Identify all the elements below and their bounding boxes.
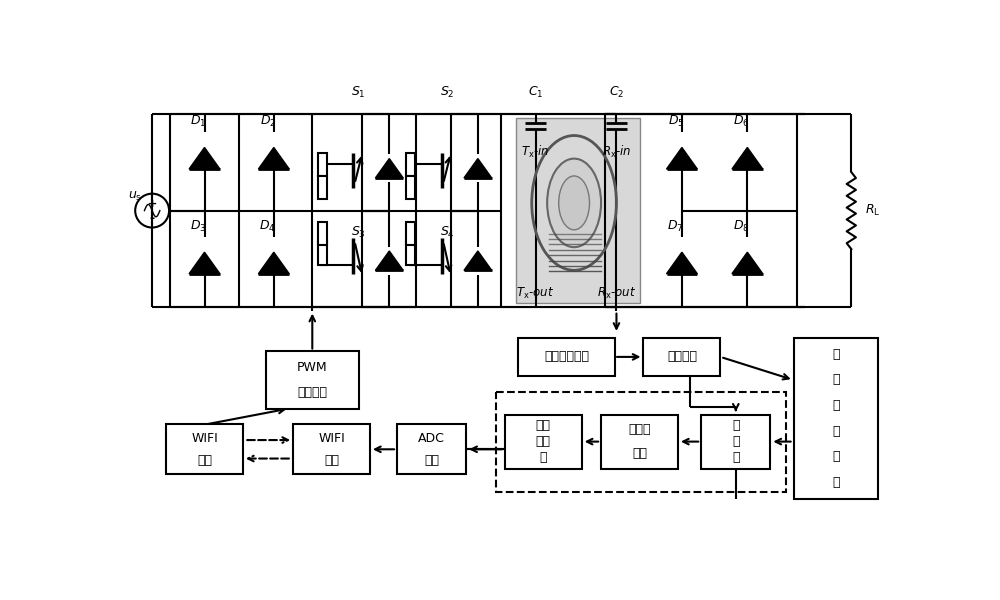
Polygon shape <box>732 252 763 274</box>
Bar <box>643 338 720 376</box>
Text: $S_1$: $S_1$ <box>351 85 366 100</box>
Text: 控制电路: 控制电路 <box>297 386 327 399</box>
Bar <box>397 424 466 475</box>
Text: $D_7$: $D_7$ <box>667 218 684 234</box>
Text: $D_3$: $D_3$ <box>190 218 207 234</box>
Text: $C_1$: $C_1$ <box>528 85 543 100</box>
Text: 补: 补 <box>832 399 840 412</box>
Bar <box>516 118 640 303</box>
Text: $S_4$: $S_4$ <box>440 225 455 240</box>
Polygon shape <box>258 148 289 169</box>
Bar <box>318 222 327 245</box>
Text: WIFI: WIFI <box>191 432 218 445</box>
Ellipse shape <box>547 158 601 247</box>
Text: $R_{\rm L}$: $R_{\rm L}$ <box>865 203 881 218</box>
Polygon shape <box>189 148 220 169</box>
Bar <box>406 153 415 176</box>
Text: WIFI: WIFI <box>318 432 345 445</box>
Polygon shape <box>666 148 697 169</box>
Text: $T_{\rm x}$-in: $T_{\rm x}$-in <box>521 143 550 160</box>
Bar <box>166 424 243 475</box>
Polygon shape <box>464 251 492 271</box>
Polygon shape <box>666 252 697 274</box>
Text: 路: 路 <box>832 476 840 489</box>
Bar <box>318 241 327 265</box>
Text: 鉴: 鉴 <box>732 419 740 432</box>
Text: 电路: 电路 <box>424 454 439 467</box>
Text: 器: 器 <box>540 451 547 464</box>
Bar <box>518 338 615 376</box>
Text: +: + <box>148 199 157 209</box>
Bar <box>318 176 327 199</box>
Bar <box>406 222 415 245</box>
Text: 电流检测电路: 电流检测电路 <box>544 350 589 364</box>
Text: $u_{\rm s}$: $u_{\rm s}$ <box>128 190 142 203</box>
Bar <box>505 415 582 469</box>
Text: $S_3$: $S_3$ <box>351 225 366 240</box>
Text: $D_4$: $D_4$ <box>259 218 276 234</box>
Polygon shape <box>464 158 492 178</box>
Polygon shape <box>375 158 403 178</box>
Text: 相: 相 <box>832 348 840 361</box>
Text: 振荡: 振荡 <box>536 435 551 448</box>
Text: 相: 相 <box>732 435 740 448</box>
Text: 电: 电 <box>832 451 840 463</box>
Text: 位: 位 <box>832 373 840 386</box>
Text: 移相电路: 移相电路 <box>667 350 697 364</box>
Text: 环路滤: 环路滤 <box>628 424 651 436</box>
Text: $R_{\rm x}$-out: $R_{\rm x}$-out <box>597 286 636 301</box>
Text: 波器: 波器 <box>632 447 647 460</box>
Text: 压控: 压控 <box>536 419 551 432</box>
Bar <box>266 351 358 409</box>
Polygon shape <box>375 251 403 271</box>
Text: $T_{\rm x}$-out: $T_{\rm x}$-out <box>516 286 555 301</box>
Polygon shape <box>732 148 763 169</box>
Text: ADC: ADC <box>418 432 445 445</box>
Polygon shape <box>189 252 220 274</box>
Ellipse shape <box>559 176 590 230</box>
Polygon shape <box>258 252 289 274</box>
Text: $D_1$: $D_1$ <box>190 114 207 129</box>
Text: 模块: 模块 <box>324 454 339 467</box>
Text: $D_2$: $D_2$ <box>260 114 276 129</box>
Text: $R_{\rm x}$-in: $R_{\rm x}$-in <box>602 143 631 160</box>
Bar <box>794 338 878 499</box>
Bar <box>318 153 327 176</box>
Bar <box>701 415 770 469</box>
Text: 器: 器 <box>732 451 740 464</box>
Text: $D_6$: $D_6$ <box>733 114 750 129</box>
Bar <box>601 415 678 469</box>
Bar <box>496 392 786 491</box>
Text: 模块: 模块 <box>197 454 212 467</box>
Text: -: - <box>150 212 155 225</box>
Bar <box>293 424 370 475</box>
Text: $S_2$: $S_2$ <box>440 85 454 100</box>
Text: $D_8$: $D_8$ <box>733 218 750 234</box>
Text: 偿: 偿 <box>832 425 840 438</box>
Bar <box>406 241 415 265</box>
Text: $C_2$: $C_2$ <box>609 85 624 100</box>
Text: PWM: PWM <box>297 361 328 374</box>
Bar <box>406 176 415 199</box>
Text: $D_5$: $D_5$ <box>668 114 684 129</box>
